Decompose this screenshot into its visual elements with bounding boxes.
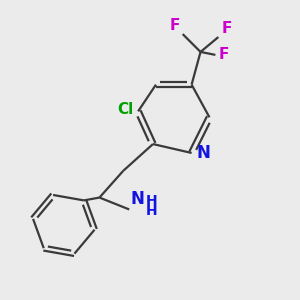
Text: Cl: Cl: [117, 102, 134, 117]
Text: H: H: [146, 194, 157, 208]
Text: F: F: [218, 47, 229, 62]
Text: N: N: [196, 144, 210, 162]
Text: F: F: [169, 18, 180, 33]
Text: N: N: [131, 190, 145, 208]
Text: H: H: [146, 204, 157, 218]
Text: F: F: [221, 21, 232, 36]
